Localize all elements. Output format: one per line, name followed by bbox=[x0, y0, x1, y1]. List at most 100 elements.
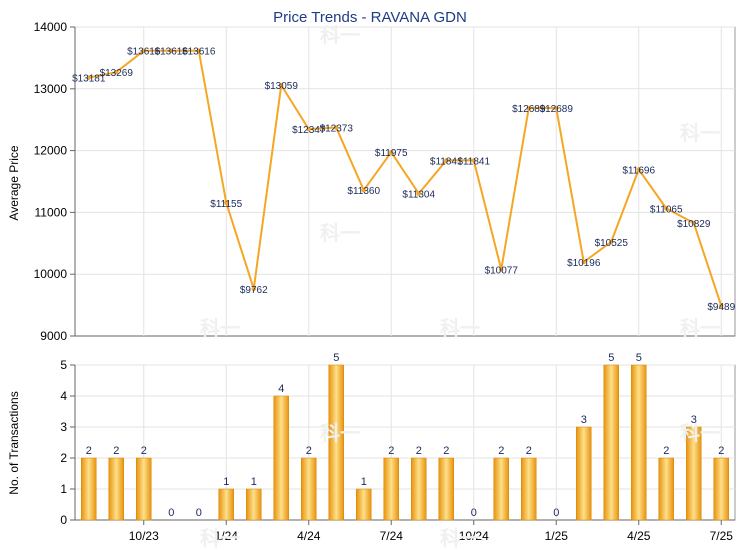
transaction-data-label: 0 bbox=[196, 507, 202, 519]
price-data-label: $11975 bbox=[375, 148, 408, 159]
price-point bbox=[471, 158, 476, 163]
transaction-bar bbox=[108, 457, 124, 521]
price-data-label: $10525 bbox=[595, 238, 629, 249]
line-y-tick-label: 14000 bbox=[34, 20, 68, 34]
price-series-line bbox=[88, 49, 723, 307]
price-data-label: $11065 bbox=[650, 204, 683, 215]
bar-y-tick-label: 1 bbox=[60, 482, 67, 496]
transaction-data-label: 2 bbox=[388, 445, 394, 457]
bar-y-axis-label: No. of Transactions bbox=[7, 391, 21, 494]
transaction-bar bbox=[218, 488, 234, 521]
transaction-bar bbox=[356, 488, 372, 521]
transaction-data-label: 2 bbox=[663, 445, 669, 457]
bar-x-tick-label: 7/25 bbox=[710, 529, 734, 543]
price-data-label: $10196 bbox=[567, 258, 601, 269]
transaction-bar bbox=[328, 364, 344, 521]
bar-x-tick-label: 4/25 bbox=[627, 529, 651, 543]
price-data-label: $10829 bbox=[677, 219, 711, 230]
bar-x-tick-label: 10/24 bbox=[459, 529, 489, 543]
transaction-data-label: 2 bbox=[141, 445, 147, 457]
transaction-data-label: 2 bbox=[306, 445, 312, 457]
bar-y-tick-label: 5 bbox=[60, 358, 67, 372]
transaction-bar bbox=[411, 457, 427, 521]
transaction-data-label: 2 bbox=[718, 445, 724, 457]
price-data-label: $9762 bbox=[240, 285, 268, 296]
price-point bbox=[691, 220, 696, 226]
transaction-bar bbox=[136, 457, 152, 521]
price-data-label: $10077 bbox=[485, 265, 519, 276]
transaction-data-label: 3 bbox=[691, 414, 697, 426]
bar-x-tick-label: 1/24 bbox=[215, 529, 239, 543]
watermark-glyph: 科一 bbox=[320, 421, 360, 445]
price-data-label: $11155 bbox=[210, 199, 242, 210]
price-point bbox=[526, 105, 531, 111]
price-point bbox=[581, 259, 586, 265]
chart-title: Price Trends - RAVANA GDN bbox=[273, 9, 467, 26]
transaction-data-label: 2 bbox=[86, 445, 92, 457]
bar-x-tick-label: 1/25 bbox=[545, 529, 569, 543]
transaction-data-label: 2 bbox=[526, 445, 532, 457]
price-data-label: $11696 bbox=[622, 165, 655, 176]
watermark-glyph: 科一 bbox=[440, 316, 480, 340]
transaction-data-label: 0 bbox=[553, 507, 559, 519]
bar-panel: 0 1 2 3 4 5 10/23 1/24 4/24 7/24 10/24 1/25 4/25 7/25… bbox=[60, 352, 736, 543]
price-point bbox=[141, 48, 146, 53]
transaction-data-label: 1 bbox=[361, 476, 367, 488]
transaction-bar bbox=[631, 364, 647, 521]
transaction-bar bbox=[713, 457, 729, 521]
price-data-label: $9489 bbox=[707, 302, 735, 313]
price-point bbox=[664, 206, 669, 211]
price-point bbox=[114, 69, 119, 75]
line-y-tick-label: 11000 bbox=[35, 205, 68, 219]
price-data-label: $13616 bbox=[127, 47, 161, 58]
transaction-data-label: 5 bbox=[636, 352, 642, 364]
price-data-label: $12689 bbox=[512, 104, 546, 115]
transaction-data-label: 5 bbox=[333, 352, 339, 364]
price-point bbox=[306, 126, 311, 132]
price-data-label: $13616 bbox=[182, 47, 216, 58]
watermark-glyph: 科一 bbox=[320, 23, 360, 47]
bar-y-tick-label: 0 bbox=[60, 513, 67, 527]
price-data-label: $13059 bbox=[265, 81, 299, 92]
price-point bbox=[251, 286, 256, 292]
transaction-data-label: 2 bbox=[443, 445, 449, 457]
transaction-bar bbox=[686, 426, 702, 521]
price-data-label: $12373 bbox=[320, 124, 354, 135]
transaction-data-label: 1 bbox=[251, 476, 257, 488]
transaction-bar bbox=[383, 457, 399, 521]
transaction-bar bbox=[493, 457, 509, 521]
transaction-data-label: 4 bbox=[278, 383, 284, 395]
price-data-label: $11841 bbox=[430, 156, 463, 167]
price-point bbox=[279, 82, 284, 88]
price-point bbox=[196, 48, 201, 53]
transaction-data-label: 2 bbox=[498, 445, 504, 457]
transaction-data-label: 1 bbox=[223, 476, 229, 488]
transaction-bar bbox=[603, 364, 619, 521]
price-data-label: $13616 bbox=[155, 47, 189, 58]
watermark-glyph: 科一 bbox=[680, 121, 720, 145]
price-point bbox=[416, 191, 421, 196]
price-data-label: $11841 bbox=[457, 156, 490, 167]
line-y-tick-label: 10000 bbox=[34, 267, 68, 281]
transaction-bar bbox=[81, 457, 97, 521]
transaction-bar bbox=[246, 488, 262, 521]
price-point bbox=[224, 200, 229, 206]
price-data-label: $12347 bbox=[292, 125, 326, 136]
line-y-axis-label: Average Price bbox=[7, 145, 21, 220]
transaction-bar bbox=[521, 457, 537, 521]
price-point bbox=[636, 167, 641, 172]
transaction-bar bbox=[438, 457, 454, 521]
price-data-label: $13181 bbox=[72, 74, 106, 85]
transaction-bar bbox=[273, 395, 289, 521]
transaction-bar bbox=[301, 457, 317, 521]
line-y-tick-label: 9000 bbox=[40, 329, 67, 343]
bar-x-tick-label: 10/23 bbox=[129, 529, 159, 543]
price-point bbox=[444, 158, 449, 163]
price-point bbox=[719, 303, 724, 308]
watermark-glyph: 科一 bbox=[680, 421, 720, 445]
line-y-tick-label: 12000 bbox=[34, 144, 68, 158]
watermark-glyph: 科一 bbox=[200, 526, 240, 550]
transaction-data-label: 5 bbox=[608, 352, 614, 364]
